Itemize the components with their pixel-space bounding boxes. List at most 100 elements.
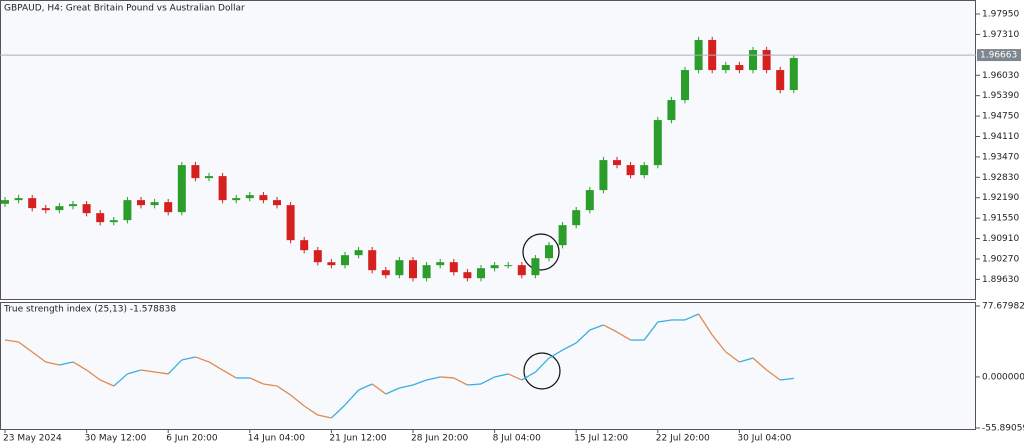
indicator-segment xyxy=(45,361,60,366)
indicator-segment xyxy=(426,376,441,381)
price-title: GBPAUD, H4: Great Britain Pound vs Austr… xyxy=(4,4,245,14)
candle-body xyxy=(558,225,567,246)
indicator-segment xyxy=(358,383,373,391)
indicator-segment xyxy=(534,357,550,373)
candle-body xyxy=(409,260,417,279)
candle-body xyxy=(55,206,64,211)
y-tick-label: 1.96030 xyxy=(982,71,1019,81)
y-tick-label: 1.94750 xyxy=(982,112,1019,122)
candle-body xyxy=(463,272,472,279)
x-tick-label: 23 May 2024 xyxy=(3,434,62,444)
candle-body xyxy=(245,195,254,199)
candle-body xyxy=(395,260,404,276)
indicator-segment xyxy=(752,357,768,371)
candle-body xyxy=(28,198,37,209)
indicator-segment xyxy=(290,394,305,407)
candle-body xyxy=(14,198,23,201)
candle-body xyxy=(599,160,608,191)
candle-body xyxy=(572,210,581,226)
y-tick-label: -55.890598 xyxy=(982,424,1024,434)
candle-body xyxy=(259,195,268,201)
indicator-segment xyxy=(412,379,427,386)
candle-body xyxy=(300,240,309,251)
indicator-segment xyxy=(113,373,128,387)
candle-body xyxy=(177,165,186,213)
candle-body xyxy=(762,50,771,71)
indicator-segment xyxy=(222,369,237,379)
indicator-segment xyxy=(99,379,115,387)
indicator-segment xyxy=(657,319,672,323)
indicator-segment xyxy=(603,324,618,333)
indicator-segment xyxy=(548,349,563,359)
candle-body xyxy=(626,165,635,176)
candle-body xyxy=(449,262,458,273)
candle-body xyxy=(82,204,91,214)
indicator-segment xyxy=(589,324,604,331)
indicator-segment xyxy=(739,357,754,363)
x-tick-label: 15 Jul 12:00 xyxy=(574,434,628,444)
indicator-segment xyxy=(711,334,727,353)
candle-body xyxy=(327,262,336,266)
indicator-segment xyxy=(440,376,454,379)
candle-body xyxy=(123,200,132,221)
current-price-box xyxy=(977,49,1021,62)
indicator-segment xyxy=(616,331,631,341)
indicator-segment xyxy=(562,342,577,351)
candle-body xyxy=(585,190,594,211)
candle-body xyxy=(191,165,200,179)
indicator-segment xyxy=(4,339,19,343)
x-tick-label: 8 Jul 04:00 xyxy=(493,434,542,444)
indicator-segment xyxy=(208,361,223,371)
indicator-segment xyxy=(195,356,210,363)
indicator-segment xyxy=(780,377,794,381)
candle-body xyxy=(436,262,445,266)
candle-body xyxy=(109,220,118,223)
y-tick-label: 1.97310 xyxy=(982,30,1019,40)
price-panel xyxy=(0,0,976,300)
candle-body xyxy=(681,70,689,101)
indicator-segment xyxy=(154,371,169,375)
indicator-segment xyxy=(467,383,482,386)
y-tick-label: 1.91550 xyxy=(982,214,1019,224)
indicator-segment xyxy=(167,359,183,375)
candle-body xyxy=(721,65,730,71)
indicator-segment xyxy=(385,387,400,395)
candle-body xyxy=(341,255,349,266)
indicator-segment xyxy=(181,356,196,361)
candle-body xyxy=(232,198,241,201)
indicator-segment xyxy=(494,373,509,378)
y-tick-label: 1.92830 xyxy=(982,173,1019,183)
candle-body xyxy=(531,258,540,276)
indicator-panel xyxy=(0,302,976,430)
y-tick-label: 77.679829 xyxy=(982,302,1024,312)
candle-body xyxy=(422,265,431,279)
x-tick-label: 21 Jun 12:00 xyxy=(329,434,386,444)
candle-body xyxy=(354,250,363,256)
y-tick-label: 1.90270 xyxy=(982,254,1019,264)
indicator-segment xyxy=(303,405,319,416)
candle-body xyxy=(640,165,649,176)
indicator-segment xyxy=(480,376,495,385)
indicator-segment xyxy=(31,351,47,363)
indicator-segment xyxy=(766,369,781,381)
candle-body xyxy=(504,265,513,267)
indicator-segment xyxy=(140,369,155,373)
indicator-title: True strength index (25,13) -1.578838 xyxy=(3,305,176,315)
indicator-segment xyxy=(453,377,468,386)
indicator-segment xyxy=(371,383,387,395)
x-tick-label: 30 May 12:00 xyxy=(85,434,147,444)
candle-body xyxy=(313,250,322,263)
highlight-circle xyxy=(522,233,560,271)
x-tick-label: 30 Jul 04:00 xyxy=(737,434,791,444)
candle-body xyxy=(381,270,390,276)
candle-body xyxy=(368,250,377,271)
candle-body xyxy=(273,200,281,206)
candle-body xyxy=(164,202,173,213)
indicator-segment xyxy=(399,384,414,389)
y-tick-label: 1.92190 xyxy=(982,193,1019,203)
candle-body xyxy=(477,268,485,279)
candle-body xyxy=(789,58,798,91)
candle-body xyxy=(735,65,744,71)
